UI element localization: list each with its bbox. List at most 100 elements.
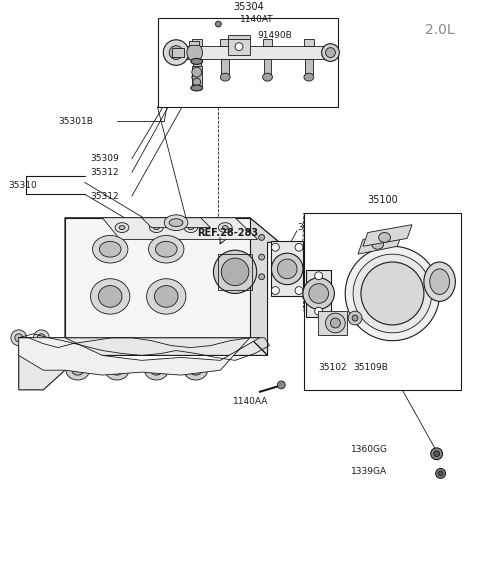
Ellipse shape [11,330,26,346]
Text: 35301B: 35301B [58,117,93,126]
Polygon shape [192,39,202,45]
Polygon shape [65,218,250,338]
Polygon shape [189,41,199,45]
Ellipse shape [192,67,202,77]
Ellipse shape [430,269,449,294]
Ellipse shape [216,21,221,27]
Ellipse shape [98,286,122,307]
Ellipse shape [304,73,314,81]
Text: 35101: 35101 [297,223,326,232]
Ellipse shape [144,360,168,380]
Polygon shape [228,39,250,55]
Text: 1140AT: 1140AT [240,15,274,24]
Polygon shape [102,218,258,240]
Text: 35312: 35312 [91,192,119,201]
Ellipse shape [222,226,228,230]
Ellipse shape [431,448,443,459]
Ellipse shape [312,251,318,257]
Ellipse shape [424,262,456,301]
Ellipse shape [192,73,202,81]
Ellipse shape [263,73,273,81]
Ellipse shape [169,219,183,227]
Polygon shape [318,311,347,335]
Ellipse shape [272,243,279,251]
Ellipse shape [295,287,303,294]
Ellipse shape [361,262,424,325]
Ellipse shape [115,223,129,233]
Ellipse shape [119,226,125,230]
Text: REF.28-283: REF.28-283 [197,229,258,238]
Ellipse shape [303,278,335,309]
Polygon shape [172,48,184,58]
Polygon shape [65,218,97,356]
Ellipse shape [272,253,303,285]
Text: 35109B: 35109B [353,363,388,372]
Polygon shape [221,59,229,74]
Ellipse shape [436,469,445,479]
Ellipse shape [221,258,249,286]
Ellipse shape [345,246,440,340]
Text: 91490B: 91490B [258,31,292,40]
Ellipse shape [325,48,336,58]
Ellipse shape [348,311,362,325]
Ellipse shape [352,315,358,321]
Polygon shape [263,39,273,45]
Ellipse shape [184,223,198,233]
Ellipse shape [330,318,340,328]
Polygon shape [65,218,279,243]
Polygon shape [142,218,211,227]
Ellipse shape [190,366,202,375]
Ellipse shape [105,360,129,380]
Text: 35310: 35310 [8,181,36,190]
Polygon shape [176,45,330,59]
Ellipse shape [353,254,432,333]
Polygon shape [304,39,314,45]
Ellipse shape [148,236,184,263]
Text: 35312: 35312 [91,168,119,177]
Ellipse shape [184,360,207,380]
Ellipse shape [99,241,121,257]
Polygon shape [228,35,250,39]
Polygon shape [192,66,202,86]
Polygon shape [358,233,402,254]
Ellipse shape [325,313,345,333]
Polygon shape [193,59,201,74]
Bar [158,18,338,107]
Ellipse shape [259,234,264,240]
Ellipse shape [220,73,230,81]
Ellipse shape [111,366,123,375]
Ellipse shape [379,233,390,243]
Ellipse shape [322,44,339,61]
Polygon shape [250,218,279,356]
Ellipse shape [169,45,183,59]
Ellipse shape [259,254,264,260]
Polygon shape [363,224,412,246]
Ellipse shape [315,307,323,315]
Ellipse shape [37,334,45,342]
Ellipse shape [438,471,443,476]
Ellipse shape [187,44,203,61]
Text: 35102: 35102 [319,363,348,372]
Ellipse shape [163,40,189,65]
Ellipse shape [156,241,177,257]
Polygon shape [306,270,332,317]
Ellipse shape [277,259,297,279]
Text: 35309: 35309 [91,154,119,163]
Ellipse shape [93,236,128,263]
Polygon shape [264,59,272,74]
Ellipse shape [434,451,440,456]
Ellipse shape [91,279,130,314]
Ellipse shape [164,215,188,230]
Ellipse shape [150,223,163,233]
Ellipse shape [295,243,303,251]
Ellipse shape [259,274,264,280]
Text: 1360GG: 1360GG [350,445,387,454]
Ellipse shape [15,334,23,342]
Ellipse shape [72,366,84,375]
Ellipse shape [151,366,162,375]
Ellipse shape [188,226,194,230]
Ellipse shape [277,381,285,389]
Ellipse shape [309,284,328,303]
Ellipse shape [315,272,323,280]
Ellipse shape [146,279,186,314]
